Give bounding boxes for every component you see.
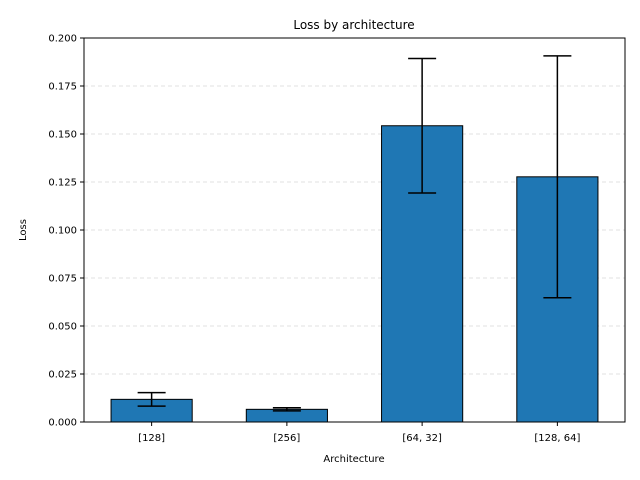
y-tick-label: 0.100 [48, 226, 77, 237]
y-tick-label: 0.200 [48, 34, 77, 45]
x-tick-label: [128] [138, 433, 165, 444]
y-tick-label: 0.050 [48, 322, 77, 333]
chart-title: Loss by architecture [293, 18, 414, 32]
y-axis-label: Loss [18, 219, 29, 241]
y-tick-label: 0.000 [48, 418, 77, 429]
x-axis-label: Architecture [323, 454, 384, 465]
x-tick-label: [128, 64] [534, 433, 580, 444]
error-bars [137, 55, 572, 412]
x-axis: [128] [256] [64, 32] [128, 64] [138, 422, 580, 444]
y-tick-label: 0.175 [48, 82, 77, 93]
y-tick-label: 0.075 [48, 274, 77, 285]
bars [110, 125, 599, 423]
y-tick-label: 0.125 [48, 178, 77, 189]
y-tick-label: 0.025 [48, 370, 77, 381]
y-axis: 0.000 0.025 0.050 0.075 0.100 0.125 0.150 0.175… [48, 34, 84, 429]
x-tick-label: [256] [273, 433, 300, 444]
x-tick-label: [64, 32] [402, 433, 442, 444]
y-tick-label: 0.150 [48, 130, 77, 141]
